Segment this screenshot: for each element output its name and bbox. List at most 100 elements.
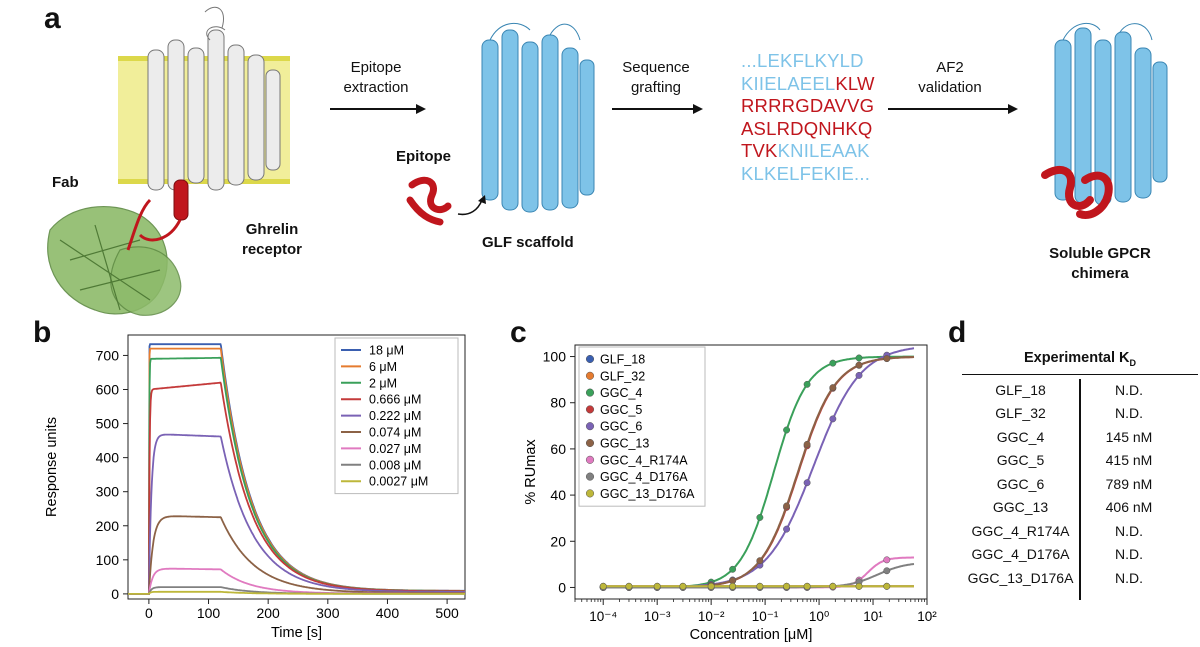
x-tick-label: 10⁻² [698, 609, 725, 624]
kd-construct-name: GGC_4_R174A [971, 522, 1070, 539]
curved-arrow [457, 199, 483, 216]
grafted-sequence: ...LEKFLKYLD KIIELAEELKLW RRRRGDAVVG ASLRDQ… [741, 50, 875, 185]
step-sequence-grafting: Sequence grafting [622, 59, 690, 96]
kd-value: N.D. [1115, 405, 1143, 422]
kd-table-row: GGC_13_D176A N.D. [962, 567, 1198, 591]
x-tick-label: 10⁰ [809, 609, 830, 624]
legend-marker [585, 422, 595, 431]
data-point [599, 582, 607, 590]
scaffold-label: GLF scaffold [482, 234, 574, 251]
sensorgram-series-line [128, 590, 465, 595]
sequence-line: KIIELAEELKLW [741, 72, 875, 94]
data-point [729, 565, 737, 573]
data-point [783, 426, 791, 434]
y-tick-label: 600 [96, 382, 120, 398]
legend-marker [585, 405, 595, 414]
data-point [756, 514, 764, 521]
epitope-label: Epitope [396, 148, 451, 165]
legend-marker [585, 455, 595, 464]
kd-table-divider [1079, 378, 1081, 601]
data-point [783, 525, 791, 533]
plot-frame [574, 344, 928, 600]
legend-label: 0.027 μM [369, 442, 421, 456]
legend-label: 6 μM [369, 360, 397, 374]
step-af2-validation: AF2 validation [918, 59, 982, 96]
data-point [783, 582, 791, 590]
data-point [883, 582, 891, 590]
x-tick-label: 100 [197, 605, 221, 621]
data-point [679, 582, 687, 590]
kd-value: N.D. [1115, 546, 1143, 563]
legend-label: GGC_13_D176A [600, 487, 695, 501]
legend-label: GGC_13 [600, 437, 649, 451]
kd-table-row: GGC_4_D176A N.D. [962, 543, 1198, 567]
data-point [756, 582, 764, 590]
y-tick-label: 100 [543, 349, 567, 365]
legend-marker [585, 472, 595, 481]
ghrelin-receptor-structure [47, 6, 1168, 316]
kd-value: 415 nM [1105, 452, 1153, 469]
legend-label: 0.0027 μM [369, 475, 428, 489]
kd-value: 406 nM [1105, 499, 1153, 516]
x-tick-label: 10⁻³ [644, 609, 671, 624]
kd-value: 789 nM [1105, 475, 1153, 492]
kd-table-row: GGC_4 145 nM [962, 426, 1198, 450]
legend-marker [585, 371, 595, 380]
sensorgram-chart: 0 100 200 300 400 500 0 100 200 300 400 500 600 700 Ti… [44, 334, 466, 641]
legend-label: GGC_5 [600, 403, 642, 417]
y-tick-label: 80 [550, 395, 566, 411]
sequence-line: ...LEKFLKYLD [741, 50, 864, 71]
data-point [883, 355, 891, 362]
legend-label: 0.074 μM [369, 426, 421, 440]
kd-value: N.D. [1115, 569, 1143, 586]
x-tick-label: 200 [256, 605, 280, 621]
step-epitope-extraction: Epitope extraction [343, 59, 409, 96]
data-point [803, 479, 811, 487]
legend-marker [585, 354, 595, 364]
x-axis-label: Concentration [μM] [690, 627, 813, 643]
y-tick-label: 100 [96, 552, 120, 568]
x-axis-label: Time [s] [271, 625, 322, 641]
kd-value: 145 nM [1105, 428, 1153, 445]
kd-construct-name: GLF_32 [995, 405, 1046, 422]
receptor-label: Ghrelin receptor [241, 221, 303, 258]
panel-c-label: c [510, 316, 527, 349]
y-tick-label: 500 [96, 416, 120, 432]
data-point [855, 582, 863, 590]
data-point [803, 380, 811, 388]
sequence-line: KLKELFEKIE... [741, 162, 871, 184]
x-tick-label: 10⁻⁴ [589, 609, 617, 624]
kd-table: Experimental KD GLF_18 N.D. GLF_32 N.D. GGC_… [962, 348, 1198, 601]
chimera-structure [1054, 22, 1168, 206]
kd-table-row: GLF_32 N.D. [962, 402, 1198, 426]
kd-construct-name: GGC_5 [996, 452, 1045, 469]
legend-label: GLF_32 [600, 369, 645, 383]
kd-construct-name: GGC_6 [996, 475, 1045, 492]
kd-table-row: GGC_6 789 nM [962, 473, 1198, 497]
receptor-epitope [126, 179, 189, 251]
data-point [829, 359, 837, 367]
data-point [729, 582, 737, 590]
sensorgram-series-line [128, 433, 465, 595]
kd-value: N.D. [1115, 522, 1143, 539]
x-tick-label: 10¹ [863, 609, 883, 624]
y-tick-label: 700 [96, 347, 120, 363]
fab-label: Fab [52, 174, 79, 191]
legend-marker [585, 388, 595, 397]
legend-label: 2 μM [369, 376, 397, 390]
data-point [829, 415, 837, 423]
sensorgram-series-line [128, 515, 465, 595]
sequence-line: RRRRGDAVVG [741, 95, 875, 116]
legend-label: 0.666 μM [369, 393, 421, 407]
kd-table-row: GLF_18 N.D. [962, 379, 1198, 403]
legend-label: GGC_6 [600, 420, 642, 434]
y-tick-label: 200 [96, 518, 120, 534]
kd-value: N.D. [1115, 381, 1143, 398]
x-tick-label: 10² [917, 609, 937, 624]
x-tick-label: 400 [376, 605, 400, 621]
receptor-helices [147, 6, 281, 191]
x-tick-label: 10⁻¹ [752, 609, 779, 624]
data-point [756, 557, 764, 565]
x-tick-label: 300 [316, 605, 340, 621]
legend-marker [585, 489, 595, 498]
